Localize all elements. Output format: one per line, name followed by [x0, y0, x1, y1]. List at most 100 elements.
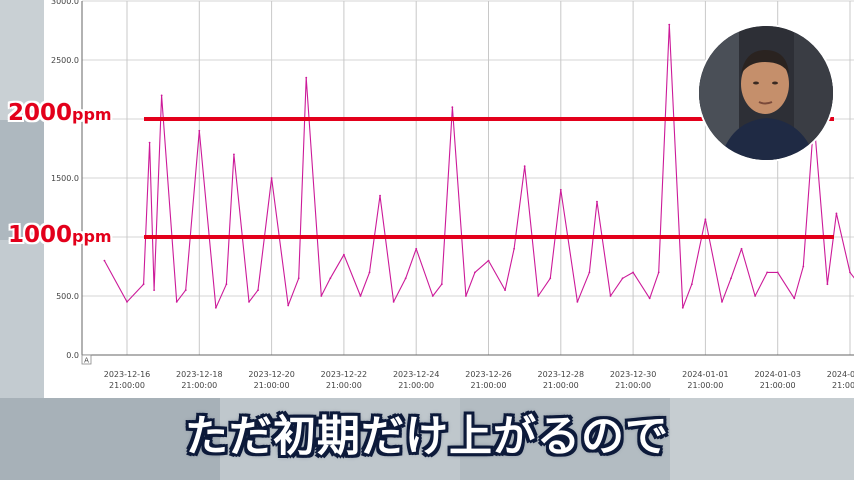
caption-subtitle: ただ初期だけ上がるので [185, 412, 669, 462]
corner-marker-box [81, 354, 92, 365]
x-tick-label-date: 2023-12-24 [393, 370, 440, 379]
ref-value-1000: 1000 [8, 222, 73, 248]
data-point [690, 283, 693, 286]
data-point [740, 247, 743, 250]
corner-marker-label: A [84, 357, 89, 365]
data-point [793, 297, 796, 300]
x-tick-label-date: 2024-01-05 [827, 370, 854, 379]
x-tick-label-time: 21:00:00 [687, 381, 723, 390]
data-point [621, 277, 624, 280]
x-tick-label-date: 2023-12-26 [465, 370, 512, 379]
data-point [184, 289, 187, 291]
data-point [287, 304, 290, 307]
x-tick-label-time: 21:00:00 [398, 381, 434, 390]
data-point [415, 247, 418, 250]
x-tick-label-time: 21:00:00 [471, 381, 507, 390]
background-tile [0, 398, 220, 480]
data-point [431, 295, 434, 297]
x-tick-label-date: 2023-12-16 [104, 370, 151, 379]
data-point [103, 259, 106, 262]
data-point [233, 153, 235, 156]
ref-value-2000: 2000 [8, 100, 73, 126]
data-point [198, 129, 201, 132]
data-point [214, 306, 217, 309]
ref-unit-1000: ppm [72, 227, 112, 246]
data-point [148, 141, 151, 144]
series-line-co2 [103, 24, 854, 309]
data-point [668, 23, 671, 26]
data-point [379, 194, 381, 197]
x-tick-label-time: 21:00:00 [760, 381, 796, 390]
data-point [681, 306, 684, 309]
data-point [257, 289, 259, 291]
data-point [609, 295, 612, 297]
x-tick-label-date: 2023-12-28 [538, 370, 585, 379]
background-tile [460, 398, 670, 480]
data-point [153, 289, 156, 291]
x-tick-label-time: 21:00:00 [832, 381, 854, 390]
data-point [160, 94, 163, 97]
y-tick-label: 1500.0 [51, 174, 79, 183]
data-point [537, 295, 540, 297]
data-point [523, 165, 526, 168]
data-point [126, 301, 128, 303]
ref-label-1000ppm: 1000ppm [8, 222, 112, 248]
data-point [648, 297, 651, 300]
y-tick-label: 0.0 [66, 351, 79, 360]
data-point [305, 76, 308, 79]
data-point [704, 218, 707, 221]
x-tick-label-date: 2023-12-20 [248, 370, 295, 379]
data-point [596, 200, 598, 203]
co2-chart: 0.0 500.0 1500.0 2500.0 3000.0 2023-12-16 21:0… [51, 0, 854, 390]
data-point [513, 247, 516, 250]
data-point [487, 259, 490, 262]
data-point [588, 271, 591, 274]
data-point [404, 277, 407, 280]
x-tick-label-date: 2024-01-01 [682, 370, 729, 379]
x-tick-label-time: 21:00:00 [254, 381, 290, 390]
y-tick-label: 500.0 [56, 292, 79, 301]
data-point [142, 283, 145, 286]
data-point [175, 301, 178, 303]
x-tick-label-date: 2023-12-30 [610, 370, 657, 379]
x-tick-label-date: 2023-12-22 [321, 370, 368, 379]
x-tick-label-time: 21:00:00 [615, 381, 651, 390]
data-point [474, 271, 476, 274]
data-point [802, 265, 805, 268]
data-point [576, 301, 579, 303]
data-point [632, 271, 634, 274]
x-tick-label-time: 21:00:00 [326, 381, 362, 390]
data-point [392, 301, 395, 303]
data-point [730, 277, 732, 280]
x-tick-label-time: 21:00:00 [109, 381, 145, 390]
data-point [504, 289, 506, 291]
presenter-portrait-icon [699, 26, 833, 160]
ref-label-2000ppm: 2000ppm [8, 100, 112, 126]
data-point [270, 177, 273, 179]
data-point [440, 283, 443, 286]
x-tick-label-time: 21:00:00 [181, 381, 217, 390]
presenter-avatar [697, 24, 835, 162]
ref-unit-2000: ppm [72, 105, 112, 124]
x-tick-label-date: 2023-12-18 [176, 370, 223, 379]
data-point [297, 277, 300, 280]
background-tile [670, 398, 854, 480]
data-point [776, 271, 779, 274]
data-point [248, 301, 250, 303]
data-point [549, 277, 552, 280]
data-point [343, 253, 345, 256]
data-point [225, 283, 228, 286]
data-point [754, 295, 757, 297]
data-point [657, 271, 660, 274]
data-point [559, 188, 562, 191]
data-point [766, 271, 769, 274]
data-point [835, 212, 838, 215]
data-point [721, 301, 723, 303]
y-tick-label: 3000.0 [51, 0, 79, 6]
data-point [826, 283, 829, 286]
data-point [849, 271, 851, 274]
y-tick-label: 2500.0 [51, 56, 79, 65]
x-tick-label-time: 21:00:00 [543, 381, 579, 390]
data-point [320, 295, 323, 297]
data-point [368, 271, 371, 274]
